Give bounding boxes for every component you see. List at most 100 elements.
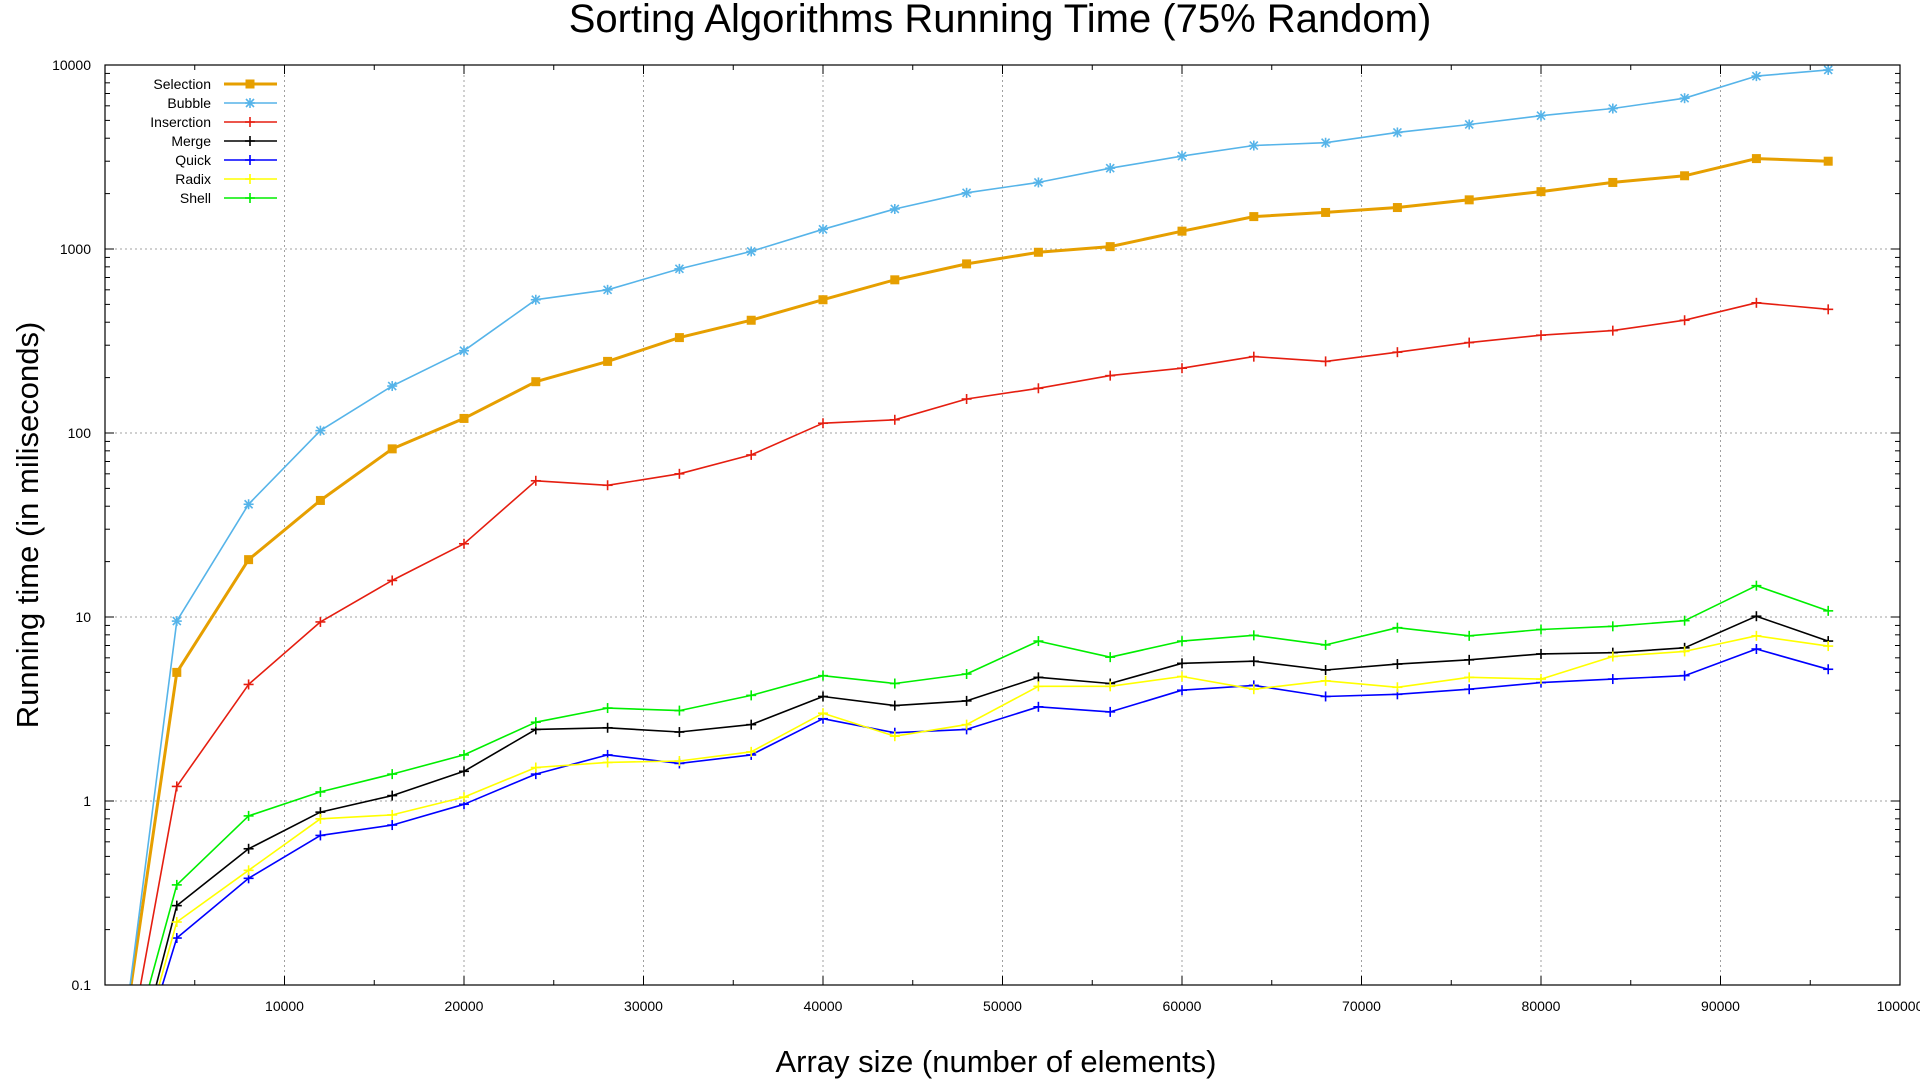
point-selection	[531, 377, 541, 387]
point-bubble-d2	[746, 246, 756, 256]
point-selection	[387, 444, 397, 454]
point-selection	[746, 315, 756, 325]
y-axis-label: Running time (in miliseconds)	[10, 322, 45, 729]
point-selection	[1033, 247, 1043, 257]
point-bubble	[602, 284, 613, 295]
point-bubble-d2	[459, 346, 469, 356]
x-tick-label: 10000	[265, 998, 304, 1014]
point-bubble	[1679, 93, 1690, 104]
x-tick-label: 90000	[1701, 998, 1740, 1014]
point-shell	[1679, 615, 1690, 626]
point-selection	[1608, 177, 1618, 187]
point-inserction	[1607, 325, 1618, 336]
point-shell	[459, 749, 469, 760]
point-inserction	[171, 781, 182, 792]
point-inserction	[1823, 304, 1834, 315]
point-selection	[1823, 156, 1833, 166]
point-bubble	[1607, 103, 1618, 114]
point-bubble	[674, 263, 685, 274]
point-radix	[315, 813, 326, 824]
point-radix	[1320, 675, 1331, 686]
series-selection	[129, 154, 1833, 985]
point-radix	[387, 809, 398, 820]
point-quick	[1823, 664, 1834, 675]
point-radix	[1248, 684, 1259, 695]
x-tick-label: 60000	[1163, 998, 1202, 1014]
point-merge	[243, 843, 254, 854]
point-inserction	[961, 394, 972, 405]
series-line-merge	[155, 615, 1829, 985]
point-inserction	[1105, 370, 1116, 381]
series-merge	[155, 611, 1834, 985]
legend-label-radix: Radix	[175, 171, 211, 187]
point-merge	[746, 719, 757, 730]
point-merge	[1464, 654, 1475, 665]
x-tick-label: 40000	[804, 998, 843, 1014]
point-quick	[1033, 701, 1044, 712]
point-bubble-d2	[1464, 119, 1474, 130]
point-merge	[1320, 665, 1331, 676]
point-bubble	[1320, 137, 1331, 148]
grid	[105, 65, 1900, 985]
point-radix	[1679, 646, 1690, 657]
point-merge	[1536, 648, 1546, 659]
point-bubble	[1464, 119, 1475, 130]
point-bubble	[1177, 151, 1187, 162]
point-shell	[1248, 630, 1259, 641]
point-inserction	[315, 616, 326, 627]
point-bubble	[1248, 140, 1259, 151]
point-bubble-d2	[1249, 140, 1259, 151]
legend: Selection Bubble Inserction Merge Quick Radix…	[130, 72, 282, 212]
legend-marker-inserction	[245, 117, 255, 127]
point-shell	[1033, 636, 1044, 647]
point-merge	[1033, 672, 1044, 683]
point-merge	[1177, 658, 1187, 669]
point-selection	[1321, 207, 1331, 217]
legend-marker-radix	[245, 174, 255, 184]
point-quick	[315, 830, 326, 841]
point-merge	[889, 700, 900, 711]
point-shell	[889, 678, 900, 689]
point-bubble	[1105, 163, 1116, 174]
point-bubble	[171, 616, 182, 627]
point-shell	[530, 717, 541, 728]
point-inserction	[889, 414, 900, 425]
point-bubble	[889, 203, 900, 214]
point-radix	[1536, 674, 1546, 685]
point-inserction	[1033, 383, 1044, 394]
point-selection	[315, 495, 325, 505]
point-radix	[1464, 672, 1475, 683]
point-inserction	[387, 575, 398, 586]
point-shell	[387, 769, 398, 780]
series-line-selection	[129, 157, 1829, 985]
point-quick	[171, 933, 182, 944]
point-quick	[1320, 691, 1331, 702]
point-radix	[1823, 641, 1834, 652]
x-tick-label: 80000	[1522, 998, 1561, 1014]
x-tick-label: 20000	[445, 998, 484, 1014]
point-bubble-d2	[1033, 177, 1043, 188]
legend-label-bubble: Bubble	[167, 95, 211, 111]
point-inserction	[530, 475, 541, 486]
point-selection	[1105, 242, 1115, 252]
point-inserction	[746, 449, 757, 460]
point-bubble-d2	[531, 295, 541, 305]
series-line-quick	[161, 648, 1829, 985]
point-bubble	[1751, 71, 1762, 82]
point-bubble	[1033, 177, 1044, 188]
point-shell	[1607, 621, 1618, 632]
point-selection	[1751, 154, 1761, 164]
y-tick-label: 1	[83, 793, 91, 809]
y-tick-label: 0.1	[72, 977, 92, 993]
point-radix	[889, 731, 900, 742]
point-bubble-d2	[1608, 103, 1618, 114]
chart-title: Sorting Algorithms Running Time (75% Ran…	[569, 0, 1432, 41]
point-shell	[1464, 630, 1475, 641]
x-tick-label: 100000	[1877, 998, 1920, 1014]
legend-marker-merge	[245, 136, 255, 146]
point-radix	[1105, 681, 1116, 692]
x-tick-label: 30000	[624, 998, 663, 1014]
point-merge	[171, 900, 182, 911]
point-bubble-d2	[1392, 127, 1402, 138]
legend-label-inserction: Inserction	[150, 114, 211, 130]
